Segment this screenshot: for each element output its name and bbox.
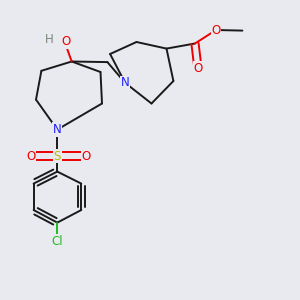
Text: O: O	[212, 23, 220, 37]
Text: N: N	[121, 76, 130, 89]
Text: O: O	[26, 149, 35, 163]
Text: O: O	[82, 149, 91, 163]
Text: H: H	[45, 33, 54, 46]
Text: O: O	[194, 62, 202, 75]
Text: S: S	[54, 149, 61, 163]
Text: N: N	[53, 123, 62, 136]
Text: O: O	[61, 35, 70, 48]
Text: Cl: Cl	[52, 235, 63, 248]
